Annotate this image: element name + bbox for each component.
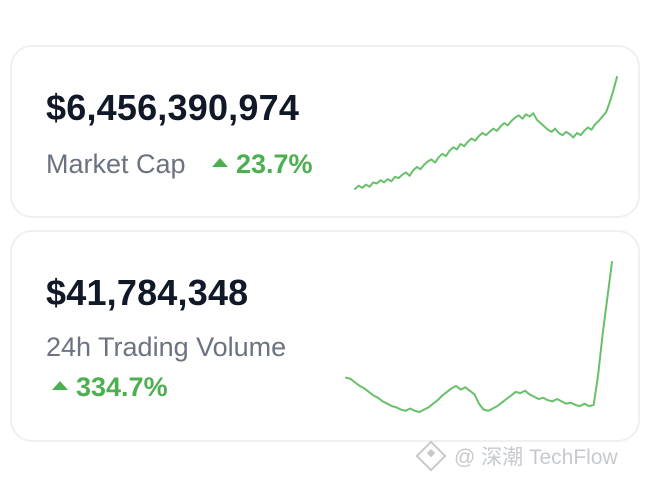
trading-volume-label: 24h Trading Volume (46, 332, 287, 362)
trading-volume-sparkline-line (345, 261, 613, 413)
market-cap-sparkline (354, 76, 618, 190)
market-cap-change: 23.7% (212, 149, 313, 180)
market-cap-change-value: 23.7% (236, 149, 313, 179)
triangle-up-icon (212, 158, 228, 167)
trading-volume-value: $41,784,348 (46, 272, 249, 313)
trading-volume-change: 334.7% (52, 372, 168, 403)
watermark: @ 深潮 TechFlow (415, 440, 618, 472)
market-cap-label: Market Cap (46, 149, 186, 179)
market-cap-sparkline-line (354, 76, 618, 190)
trading-volume-card: $41,784,348 24h Trading Volume 334.7% (10, 230, 640, 442)
trading-volume-change-value: 334.7% (76, 372, 168, 402)
techflow-logo-icon (415, 440, 447, 472)
watermark-text: @ 深潮 TechFlow (454, 446, 618, 469)
market-cap-card: $6,456,390,974 Market Cap 23.7% (10, 45, 640, 218)
trading-volume-sparkline (345, 261, 613, 413)
market-cap-value: $6,456,390,974 (46, 87, 300, 128)
triangle-up-icon (52, 381, 68, 390)
